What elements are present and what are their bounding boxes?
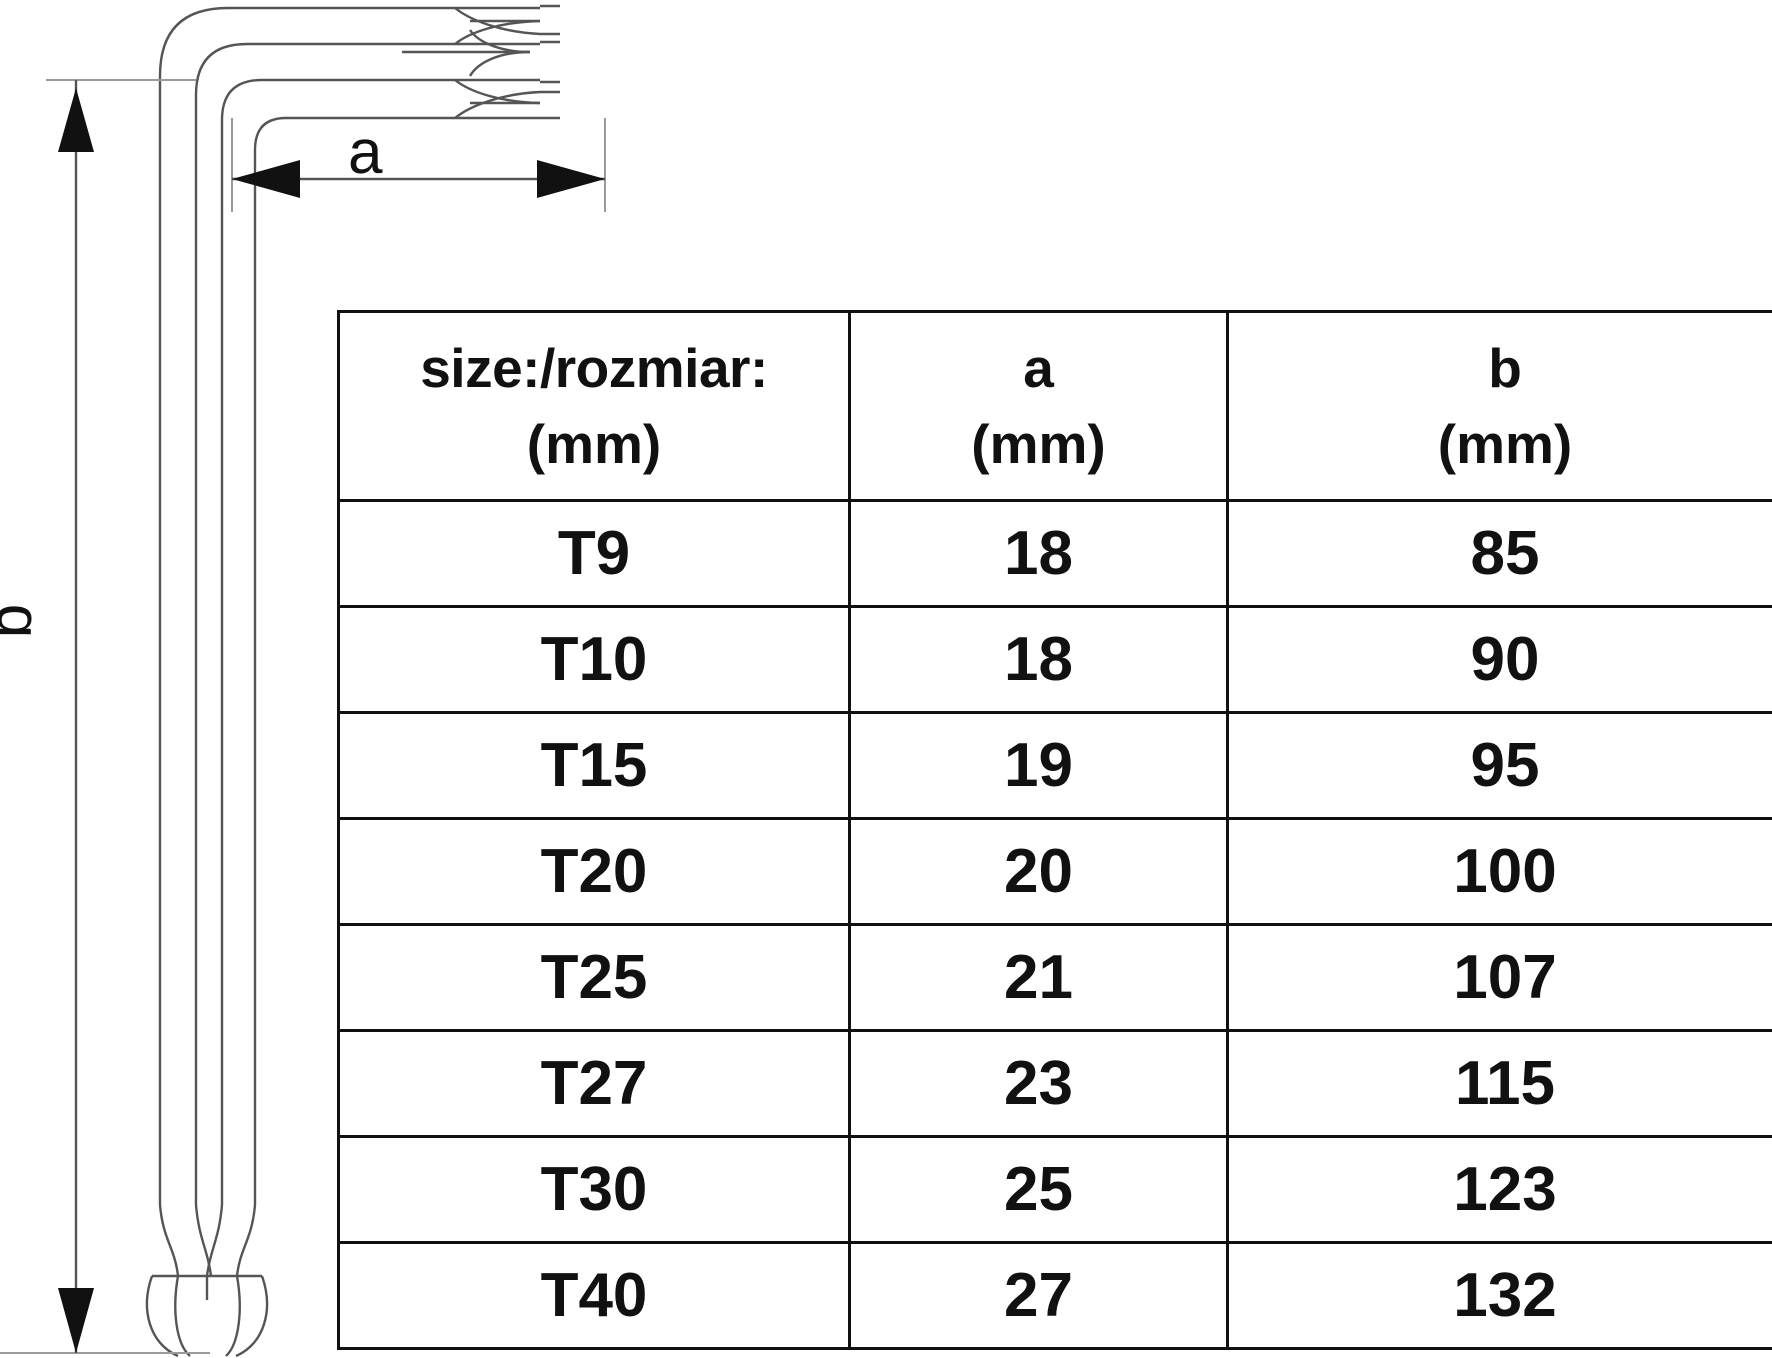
extension-lines (0, 79, 606, 1354)
cell-size: T9 (337, 499, 851, 608)
cell-size: T15 (337, 711, 851, 820)
table-row: T20 20 100 (337, 817, 1772, 926)
cell-a: 27 (848, 1241, 1229, 1350)
header-size-line2: (mm) (526, 413, 662, 475)
header-a-line1: a (1023, 337, 1054, 399)
cell-a: 18 (848, 605, 1229, 714)
torx-tip-profile (402, 7, 560, 119)
cell-a: 20 (848, 817, 1229, 926)
cell-size: T20 (337, 817, 851, 926)
key-outline (158, 6, 540, 1205)
cell-b: 123 (1226, 1135, 1772, 1244)
cell-b: 107 (1226, 923, 1772, 1032)
table-header-row: size:/rozmiar: (mm) a (mm) b (mm) (337, 310, 1772, 502)
cell-size: T40 (337, 1241, 851, 1350)
cell-size: T30 (337, 1135, 851, 1244)
header-b-line1: b (1488, 337, 1522, 399)
table-row: T40 27 132 (337, 1241, 1772, 1350)
header-cell-a: a (mm) (848, 310, 1229, 502)
cell-size: T10 (337, 605, 851, 714)
cell-a: 23 (848, 1029, 1229, 1138)
header-cell-b: b (mm) (1226, 310, 1772, 502)
cell-b: 115 (1226, 1029, 1772, 1138)
header-b-line2: (mm) (1437, 413, 1573, 475)
table-row: T10 18 90 (337, 605, 1772, 714)
header-cell-size: size:/rozmiar: (mm) (337, 310, 851, 502)
table-row: T30 25 123 (337, 1135, 1772, 1244)
header-size-line1: size:/rozmiar: (420, 337, 768, 399)
table-body: T9 18 85 T10 18 90 T15 19 95 T20 20 100 T25 21 107 T27 2… (337, 499, 1772, 1350)
cell-size: T25 (337, 923, 851, 1032)
cell-b: 100 (1226, 817, 1772, 926)
cell-b: 85 (1226, 499, 1772, 608)
cell-b: 95 (1226, 711, 1772, 820)
cell-a: 19 (848, 711, 1229, 820)
cell-a: 18 (848, 499, 1229, 608)
cell-b: 132 (1226, 1241, 1772, 1350)
table-row: T25 21 107 (337, 923, 1772, 1032)
table-row: T15 19 95 (337, 711, 1772, 820)
specification-table-container: size:/rozmiar: (mm) a (mm) b (mm) T9 18 85… (337, 310, 1772, 1350)
header-a-line2: (mm) (971, 413, 1106, 475)
cell-a: 21 (848, 923, 1229, 1032)
ball-end-profile (145, 1204, 269, 1358)
dimension-label-a: a (348, 118, 383, 187)
table-row: T27 23 115 (337, 1029, 1772, 1138)
specification-table: size:/rozmiar: (mm) a (mm) b (mm) T9 18 85… (337, 310, 1772, 1350)
dimension-arrow-a (232, 160, 605, 198)
table-row: T9 18 85 (337, 499, 1772, 608)
cell-a: 25 (848, 1135, 1229, 1244)
cell-size: T27 (337, 1029, 851, 1138)
torx-tip-flutes (540, 4, 560, 120)
cell-b: 90 (1226, 605, 1772, 714)
dimension-arrow-b (58, 80, 94, 1353)
dimension-label-b: b (0, 604, 45, 638)
